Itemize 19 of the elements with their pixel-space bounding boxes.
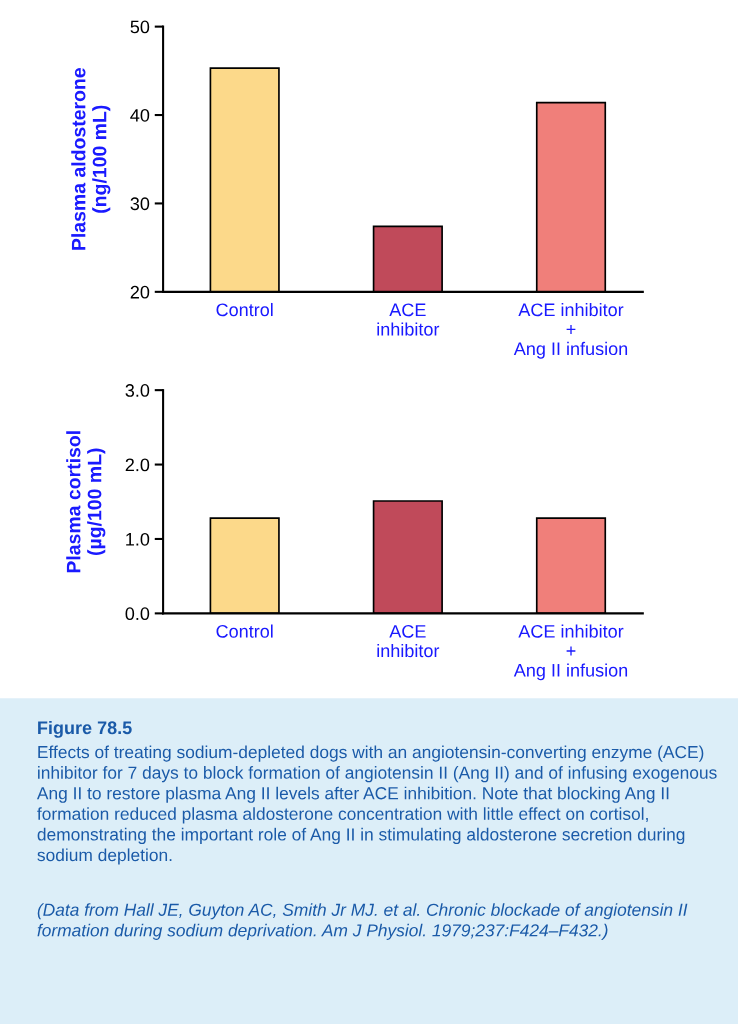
x-tick-label: Control xyxy=(216,302,273,317)
caption: Figure 78.5 xyxy=(38,720,132,738)
y-tick-label: 3.0 xyxy=(125,384,150,397)
y-tick-label: 1.0 xyxy=(126,532,150,546)
x-tick-label: ACE inhibitor xyxy=(377,624,440,658)
x-tick-label: ACE inhibitor + Ang II infusion xyxy=(513,624,628,681)
x-tick-label: ACE inhibitor + Ang II infusion xyxy=(513,302,628,359)
y-axis-title: Plasma aldosterone (ng/100 mL) xyxy=(71,68,111,250)
x-tick-label: Control xyxy=(216,624,273,638)
text: Effects of treating sodium-depleted dogs with an angiotensin-converting enzyme (ACE) inhibitor for 7 days to block formation of angiotensin II (Ang II) and of infusing exogenous Ang II to restore plasma Ang II levels after ACE inhibition. Note that blocking Ang II formation reduced plasma aldosterone concentration with little effect on cortisol, demonstrating the important role of Ang II in stimulating aldosterone secretion during sodium depletion. xyxy=(36,745,717,865)
y-tick-label: 0.0 xyxy=(125,607,150,621)
y-tick-label: 30 xyxy=(130,197,150,211)
y-tick-label: 2.0 xyxy=(125,458,150,472)
y-tick-label: 50 xyxy=(130,20,150,34)
y-axis-title: Plasma cortisol (µg/100 mL) xyxy=(66,431,106,573)
text: (Data from Hall JE, Guyton AC, Smith Jr MJ. et al. Chronic blockade of angiotensin II formation during sodium deprivation. Am J Physiol. 1979;237:F424–F432.) xyxy=(37,903,688,940)
y-tick-label: 20 xyxy=(130,285,150,299)
x-tick-label: ACE inhibitor xyxy=(377,303,440,336)
y-tick-label: 40 xyxy=(130,108,150,122)
